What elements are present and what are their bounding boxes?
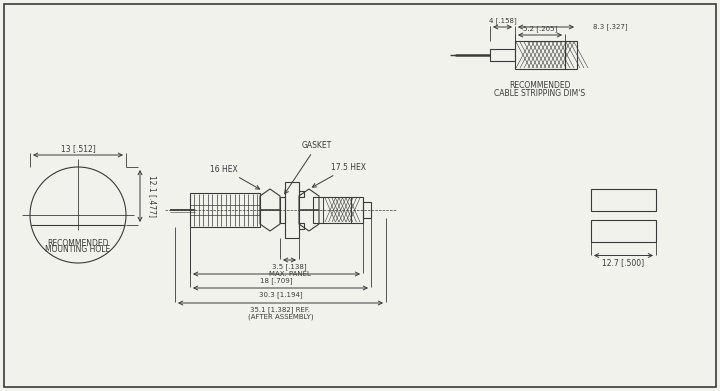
Bar: [591, 219, 656, 242]
Text: 30.3 [1.194]: 30.3 [1.194]: [258, 292, 302, 298]
Bar: [363, 202, 371, 218]
Text: 3.5 [.138]: 3.5 [.138]: [272, 264, 307, 270]
Text: 35.1 [1.382] REF.: 35.1 [1.382] REF.: [251, 307, 310, 313]
Text: RECOMMENDED: RECOMMENDED: [509, 81, 571, 90]
Text: 12.1 [.477]: 12.1 [.477]: [148, 175, 156, 217]
Bar: [323, 197, 351, 223]
Text: CABLE STRIPPING DIM'S: CABLE STRIPPING DIM'S: [495, 88, 585, 97]
Bar: [313, 197, 363, 223]
Bar: [299, 191, 304, 197]
Text: 18 [.709]: 18 [.709]: [260, 278, 293, 284]
Bar: [515, 41, 565, 69]
Text: 5.2 [.205]: 5.2 [.205]: [523, 26, 557, 32]
Text: MOUNTING HOLE: MOUNTING HOLE: [45, 246, 111, 255]
Bar: [591, 188, 656, 210]
Text: 17.5 HEX: 17.5 HEX: [312, 163, 366, 187]
Text: (AFTER ASSEMBLY): (AFTER ASSEMBLY): [248, 314, 313, 320]
Text: RECOMMENDED: RECOMMENDED: [48, 239, 109, 248]
Text: MAX. PANEL: MAX. PANEL: [269, 271, 310, 277]
Text: 16 HEX: 16 HEX: [210, 165, 260, 189]
Bar: [285, 182, 299, 238]
Text: 13 [.512]: 13 [.512]: [60, 145, 95, 154]
Bar: [565, 41, 577, 69]
Bar: [299, 223, 304, 229]
Text: 12.7 [.500]: 12.7 [.500]: [603, 258, 644, 267]
Text: GASKET: GASKET: [284, 140, 332, 194]
Bar: [190, 193, 260, 227]
Text: 4 [.158]: 4 [.158]: [489, 18, 516, 24]
Bar: [490, 49, 515, 61]
Bar: [190, 205, 260, 215]
Bar: [280, 197, 285, 223]
Text: 8.3 [.327]: 8.3 [.327]: [593, 23, 628, 30]
